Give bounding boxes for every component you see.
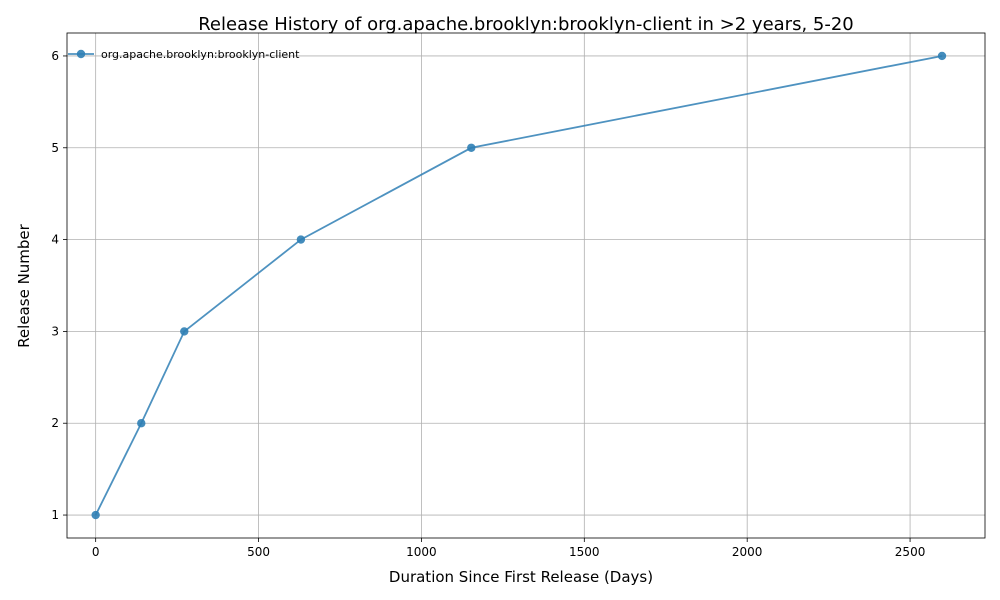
x-tick-label: 2000 <box>732 545 763 559</box>
chart-title: Release History of org.apache.brooklyn:b… <box>198 14 854 35</box>
data-point <box>91 510 100 520</box>
data-point <box>180 327 189 336</box>
series-layer <box>91 51 947 520</box>
y-tick-label: 1 <box>51 508 59 522</box>
grid <box>67 33 985 538</box>
x-axis-ticks: 0 500 1000 1500 2000 2500 <box>92 538 926 559</box>
y-axis-title: Release Number <box>15 223 33 347</box>
x-tick-label: 0 <box>92 545 100 559</box>
plot-frame <box>66 32 986 539</box>
x-axis-title: Duration Since First Release (Days) <box>389 568 653 586</box>
x-tick-label: 1000 <box>406 545 437 559</box>
y-tick-label: 6 <box>51 49 59 63</box>
x-tick-label: 500 <box>247 545 270 559</box>
y-tick-label: 4 <box>51 233 59 247</box>
data-point <box>137 419 146 428</box>
y-tick-label: 3 <box>51 324 59 338</box>
legend: org.apache.brooklyn:brooklyn-client <box>68 48 300 61</box>
data-point <box>467 143 476 152</box>
series-line <box>94 55 943 516</box>
y-tick-label: 5 <box>51 141 59 155</box>
y-axis-ticks: 1 2 3 4 5 6 <box>51 49 67 522</box>
data-point <box>296 235 306 244</box>
data-point <box>937 51 947 61</box>
x-tick-label: 1500 <box>569 545 600 559</box>
legend-marker <box>76 49 86 59</box>
legend-label: org.apache.brooklyn:brooklyn-client <box>101 48 300 61</box>
y-tick-label: 2 <box>51 416 59 430</box>
x-tick-label: 2500 <box>895 545 926 559</box>
